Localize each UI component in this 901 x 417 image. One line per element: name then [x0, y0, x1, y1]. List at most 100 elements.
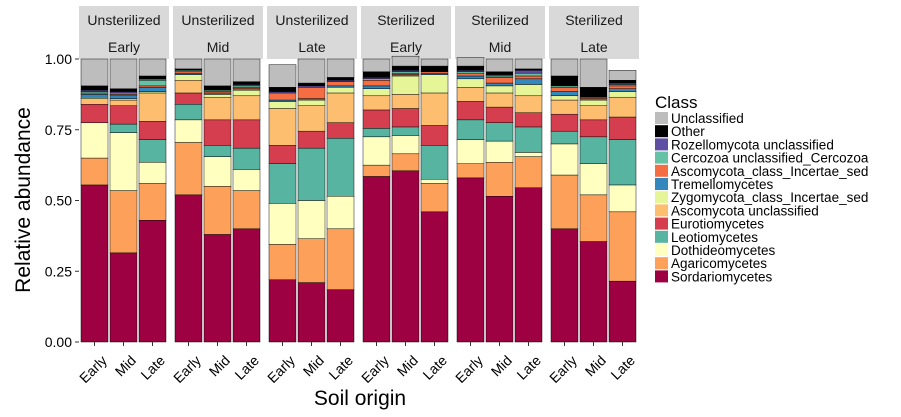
- bar-segment-zygomycota-class-incertae-sed: [550, 95, 579, 101]
- bar-segment-dothideomycetes: [485, 140, 514, 163]
- bar-segment-unclassified: [514, 58, 543, 70]
- bar-segment-dothideomycetes: [514, 152, 543, 157]
- legend-swatch-ascomycota-class-incertae-sed: [655, 164, 668, 177]
- bar-segment-agaricomycetes: [579, 194, 608, 242]
- bar-segment-other: [420, 65, 449, 72]
- bar-segment-tremellomycetes: [456, 75, 485, 80]
- bar-segment-agaricomycetes: [268, 244, 297, 280]
- x-tick-label: Mid: [488, 352, 515, 379]
- bar-segment-agaricomycetes: [420, 183, 449, 213]
- bar-segment-unclassified: [456, 57, 485, 67]
- bar-segment-eurotiomycetes: [138, 121, 167, 140]
- bar-segment-ascomycota-unclassified: [232, 95, 261, 121]
- bar-segment-dothideomycetes: [608, 184, 637, 213]
- bar-segment-dothideomycetes: [109, 132, 138, 191]
- x-tick-label: Late: [419, 352, 450, 383]
- facet-strip: [361, 6, 451, 59]
- bar-segment-dothideomycetes: [420, 179, 449, 184]
- bar-segment-agaricomycetes: [203, 186, 232, 235]
- bar-segment-unclassified: [362, 58, 391, 72]
- legend-label-rozellomycota-unclassified: Rozellomycota unclassified: [671, 137, 834, 152]
- bar-segment-unclassified: [550, 58, 579, 77]
- bar-segment-agaricomycetes: [174, 142, 203, 196]
- bar-segment-sordariomycetes: [297, 282, 326, 343]
- legend-swatch-agaricomycetes: [655, 257, 668, 270]
- legend-label-dothideomycetes: Dothideomycetes: [671, 243, 776, 258]
- legend-swatch-sordariomycetes: [655, 270, 668, 283]
- legend-label-agaricomycetes: Agaricomycetes: [671, 256, 767, 271]
- legend-swatch-cercozoa-unclassified-cercozoa: [655, 151, 668, 164]
- bar-segment-zygomycota-class-incertae-sed: [232, 89, 261, 97]
- y-tick-label: 1.00: [45, 51, 72, 67]
- bar-segment-ascomycota-class-incertae-sed: [550, 87, 579, 92]
- bar-segment-dothideomycetes: [138, 162, 167, 184]
- bar-segment-other: [608, 79, 637, 84]
- bar-segment-cercozoa-unclassified-cercozoa: [138, 79, 167, 87]
- bar-segment-tremellomycetes: [80, 94, 109, 98]
- facet-strip-label: Unsterilized: [181, 12, 254, 28]
- bar-segment-zygomycota-class-incertae-sed: [608, 91, 637, 98]
- bar-segment-zygomycota-class-incertae-sed: [203, 94, 232, 98]
- bar-segment-sordariomycetes: [579, 241, 608, 343]
- bar-segment-sordariomycetes: [391, 170, 420, 343]
- legend-swatch-leotiomycetes: [655, 230, 668, 243]
- bar-segment-eurotiomycetes: [232, 119, 261, 149]
- facet-strip-label: Mid: [207, 39, 230, 55]
- legend-label-eurotiomycetes: Eurotiomycetes: [671, 217, 764, 232]
- facet-panel-1: Unsterilized Early: [79, 6, 169, 343]
- bar-segment-dothideomycetes: [579, 163, 608, 196]
- bar-segment-eurotiomycetes: [174, 92, 203, 105]
- bar-segment-leotiomycetes: [203, 145, 232, 157]
- bar-segment-other: [109, 88, 138, 92]
- bar-segment-ascomycota-class-incertae-sed: [297, 87, 326, 99]
- legend-label-zygomycota-class-incertae-sed: Zygomycota_class_Incertae_sed: [671, 190, 868, 205]
- bar-segment-ascomycota-unclassified: [362, 95, 391, 111]
- bar-segment-ascomycota-unclassified: [268, 108, 297, 146]
- bar-segment-agaricomycetes: [109, 190, 138, 254]
- bar-segment-ascomycota-unclassified: [420, 92, 449, 126]
- x-axis-title: Soil origin: [314, 387, 406, 410]
- bar-segment-rozellomycota-unclassified: [514, 70, 543, 74]
- bar-stack-early: [550, 58, 579, 343]
- bar-segment-agaricomycetes: [608, 211, 637, 282]
- y-tick-label: 0.00: [45, 334, 72, 350]
- facet-strip-label: Early: [108, 39, 140, 55]
- bar-segment-eurotiomycetes: [391, 108, 420, 128]
- bar-segment-eurotiomycetes: [485, 106, 514, 123]
- bar-segment-leotiomycetes: [326, 138, 355, 197]
- bar-segment-zygomycota-class-incertae-sed: [326, 87, 355, 94]
- bar-segment-unclassified: [174, 58, 203, 70]
- legend-swatch-tremellomycetes: [655, 178, 668, 190]
- bar-segment-eurotiomycetes: [362, 109, 391, 129]
- bar-segment-eurotiomycetes: [420, 125, 449, 146]
- bar-segment-zygomycota-class-incertae-sed: [268, 101, 297, 109]
- bar-segment-sordariomycetes: [268, 279, 297, 343]
- bar-segment-leotiomycetes: [232, 147, 261, 170]
- legend-swatch-unclassified: [655, 112, 668, 124]
- bar-stack-late: [232, 58, 261, 343]
- bar-segment-tremellomycetes: [109, 95, 138, 99]
- bar-stack-mid: [391, 55, 420, 343]
- bar-segment-eurotiomycetes: [203, 119, 232, 146]
- bar-segment-agaricomycetes: [138, 183, 167, 221]
- bar-segment-sordariomycetes: [420, 211, 449, 343]
- bar-segment-agaricomycetes: [391, 153, 420, 172]
- x-tick-label: Early: [452, 352, 486, 386]
- bar-segment-zygomycota-class-incertae-sed: [514, 84, 543, 97]
- bar-segment-sordariomycetes: [138, 220, 167, 343]
- bar-segment-zygomycota-class-incertae-sed: [174, 74, 203, 81]
- bar-segment-eurotiomycetes: [514, 112, 543, 128]
- bar-segment-dothideomycetes: [326, 196, 355, 230]
- bar-segment-other: [80, 85, 109, 91]
- bar-segment-ascomycota-unclassified: [485, 92, 514, 108]
- bar-segment-zygomycota-class-incertae-sed: [579, 99, 608, 106]
- bar-segment-other: [326, 77, 355, 81]
- bar-segment-agaricomycetes: [297, 238, 326, 283]
- bar-segment-agaricomycetes: [326, 228, 355, 290]
- bar-segment-other: [138, 75, 167, 80]
- bar-segment-other: [268, 87, 297, 92]
- bar-segment-unclassified: [203, 58, 232, 87]
- legend-label-cercozoa-unclassified-cercozoa: Cercozoa unclassified_Cercozoa: [671, 151, 869, 166]
- bar-segment-other: [456, 65, 485, 71]
- bar-segment-agaricomycetes: [232, 190, 261, 230]
